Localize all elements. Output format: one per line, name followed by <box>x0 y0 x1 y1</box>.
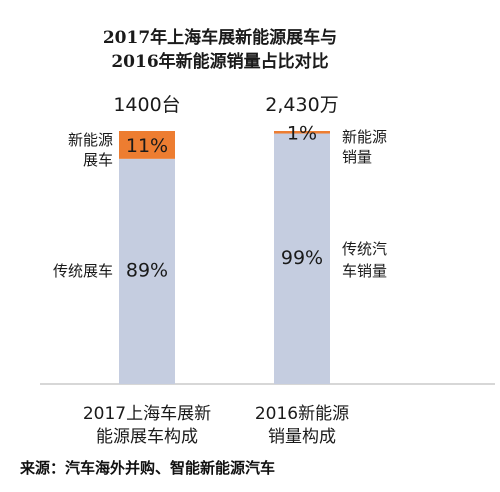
segment-label-new-energy-0-1: 展车 <box>83 151 113 169</box>
segment-label-new-energy-1-0: 新能源 <box>342 128 387 146</box>
category-label-0-0: 2017上海车展新 <box>83 404 211 424</box>
bar-new-energy-1 <box>274 131 330 134</box>
category-label-0-1: 能源展车构成 <box>96 427 198 447</box>
category-label-1-1: 销量构成 <box>268 427 336 447</box>
segment-label-new-energy-0-0: 新能源 <box>68 131 113 149</box>
bar-new-energy-0 <box>119 131 175 159</box>
data-label-new-energy-1: 1% <box>287 122 317 144</box>
segment-label-traditional-0-0: 传统展车 <box>53 262 113 280</box>
bar-traditional-1 <box>274 133 330 384</box>
total-label-0: 1400台 <box>113 94 180 116</box>
segment-label-new-energy-1-1: 销量 <box>342 148 372 166</box>
total-label-1: 2,430万 <box>265 94 338 116</box>
bar-traditional-0 <box>119 158 175 384</box>
source-note: 来源：汽车海外并购、智能新能源汽车 <box>20 459 276 477</box>
data-label-new-energy-0: 11% <box>126 135 168 157</box>
data-label-traditional-0: 89% <box>126 259 168 281</box>
chart-title: 2017年上海车展新能源展车与 2016年新能源销量占比对比 <box>0 26 440 74</box>
segment-label-traditional-1-0: 传统汽 <box>342 240 387 258</box>
segment-label-traditional-1-1: 车销量 <box>342 262 387 280</box>
chart-title-line-1: 2017年上海车展新能源展车与 <box>102 28 338 48</box>
category-label-1-0: 2016新能源 <box>255 404 349 424</box>
chart-title-line-2: 2016年新能源销量占比对比 <box>111 52 329 72</box>
data-label-traditional-1: 99% <box>281 247 323 269</box>
